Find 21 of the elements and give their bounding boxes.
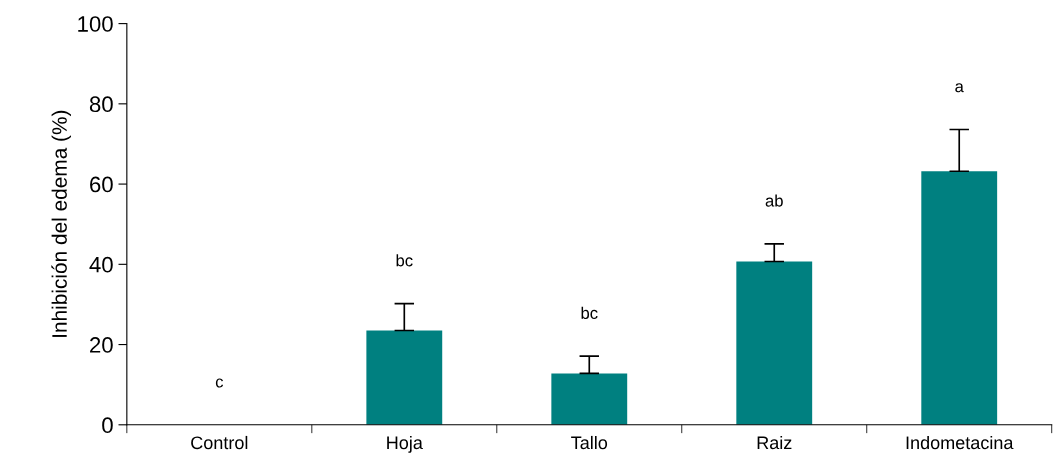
bar xyxy=(921,171,998,425)
y-tick-label: 0 xyxy=(102,417,113,434)
y-axis-title: Inhibición del edema (%) xyxy=(51,110,72,337)
y-tick-label: 80 xyxy=(89,96,113,113)
y-tick-label: 60 xyxy=(90,176,113,193)
y-tick-label: 20 xyxy=(90,337,113,353)
x-tick-label: Raiz xyxy=(757,435,792,450)
annotation: ab xyxy=(765,194,783,207)
bar xyxy=(366,330,443,425)
annotation: bc xyxy=(581,306,598,319)
y-tick-label: 100 xyxy=(78,16,113,32)
y-tick-label: 40 xyxy=(89,256,113,273)
annotation: c xyxy=(215,378,224,388)
bar xyxy=(736,261,813,425)
bar xyxy=(551,373,628,425)
x-tick-label: Control xyxy=(191,435,248,450)
annotation: a xyxy=(955,83,964,93)
x-tick-label: Indometacina xyxy=(906,435,1014,450)
x-tick-label: Hoja xyxy=(387,435,423,453)
annotation: bc xyxy=(396,254,413,267)
x-tick-label: Tallo xyxy=(571,435,608,450)
